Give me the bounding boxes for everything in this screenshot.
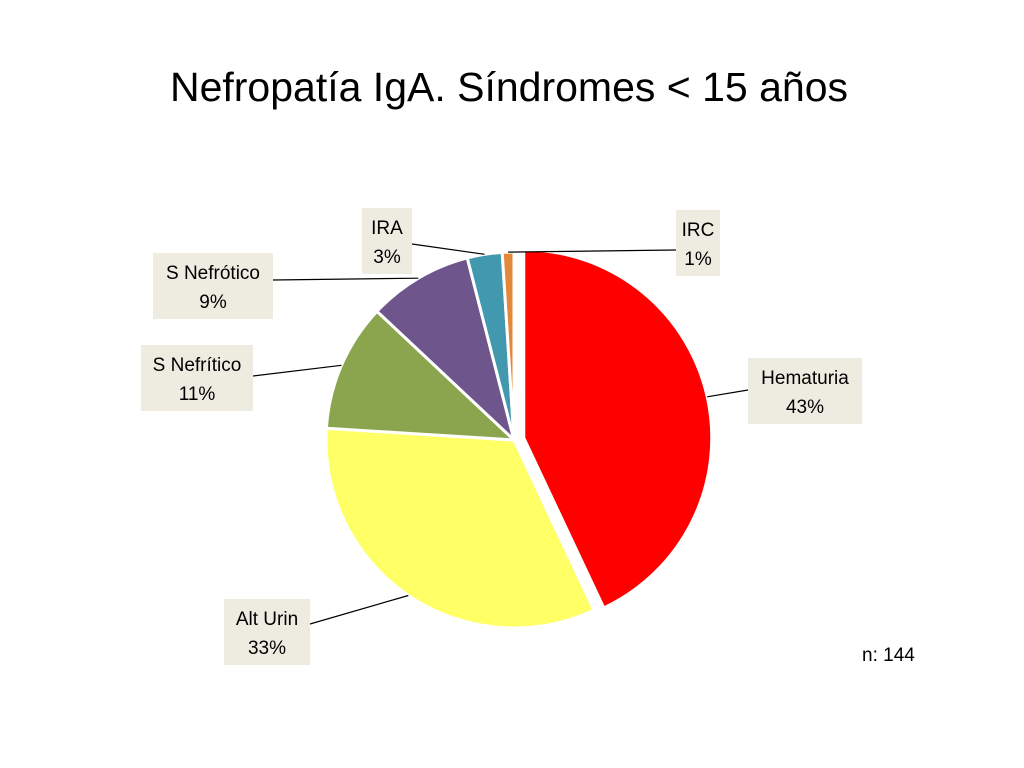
slide-title: Nefropatía IgA. Síndromes < 15 años: [169, 64, 849, 110]
data-label-s-nefrotico: S Nefrótico 9%: [153, 253, 273, 319]
leader-line-s-nefrotico: [272, 277, 419, 281]
data-label-s-nefritico: S Nefrítico 11%: [141, 345, 253, 411]
data-label-category: Hematuria: [761, 368, 849, 389]
leader-line-hematuria: [707, 389, 749, 398]
pie-slice-hematuria: [522, 248, 714, 610]
leader-line-alt-urin: [309, 594, 409, 625]
pie-slices: [324, 248, 714, 630]
data-label-value: 1%: [684, 249, 712, 270]
data-label-category: Alt Urin: [236, 609, 298, 630]
data-label-value: 43%: [786, 397, 824, 418]
leader-line-ira: [411, 243, 485, 255]
data-label-box: [153, 253, 273, 319]
sample-size-note: n: 144: [862, 645, 915, 666]
data-label-ira: IRA 3%: [362, 208, 412, 274]
pie-slice-alt-urin: [324, 426, 596, 630]
leader-line-s-nefritico: [252, 364, 342, 377]
data-label-value: 11%: [179, 384, 216, 405]
pie-slice-s-nefritico: [324, 309, 516, 442]
leader-line-irc: [508, 249, 677, 253]
data-label-box: [224, 599, 310, 665]
data-label-category: IRC: [682, 220, 715, 241]
data-label-value: 3%: [373, 247, 401, 268]
data-label-category: S Nefrítico: [153, 355, 242, 376]
data-label-value: 9%: [199, 292, 227, 313]
data-label-hematuria: Hematuria 43%: [748, 358, 862, 424]
data-label-category: S Nefrótico: [166, 263, 260, 284]
data-label-box: [748, 358, 862, 424]
data-label-box: [362, 208, 412, 274]
data-label-irc: IRC 1%: [676, 210, 720, 276]
data-label-category: IRA: [371, 218, 403, 239]
data-label-box: [676, 210, 720, 276]
data-label-value: 33%: [248, 638, 286, 659]
data-label-box: [141, 345, 253, 411]
data-label-alt-urin: Alt Urin 33%: [224, 599, 310, 665]
leader-lines: [252, 243, 749, 625]
